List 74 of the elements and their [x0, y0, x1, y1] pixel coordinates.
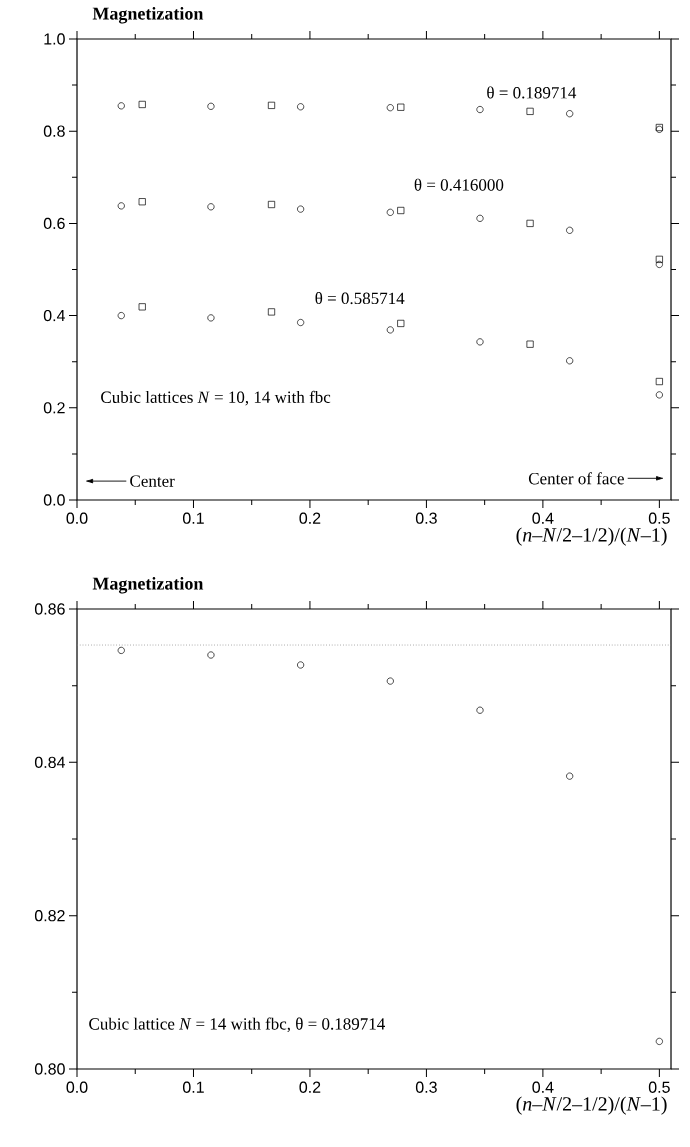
point — [476, 214, 484, 222]
annotation: Center — [130, 475, 175, 487]
annotation: θ = 0.416000 — [414, 178, 504, 191]
point — [566, 110, 574, 118]
point — [117, 202, 125, 210]
point — [207, 203, 215, 211]
y-tick-label: 0.4 — [43, 309, 65, 322]
point — [138, 100, 146, 109]
x-tick-label: 0.2 — [299, 1081, 321, 1093]
point — [655, 255, 663, 263]
point — [138, 198, 146, 206]
point — [526, 219, 534, 227]
point — [476, 706, 484, 714]
point — [397, 103, 405, 111]
x-tick-label: 0.1 — [182, 512, 204, 524]
point — [397, 319, 405, 327]
x-tick-label: 0.5 — [648, 512, 670, 524]
annotation: Cubic lattices N = 10, 14 with fbc — [101, 390, 331, 406]
x-tick-label: 0.0 — [66, 512, 88, 524]
point — [655, 391, 663, 399]
point — [207, 651, 215, 659]
annotation: θ = 0.585714 — [315, 292, 405, 305]
chart-title: Magnetization — [92, 6, 204, 24]
point — [117, 646, 125, 654]
point — [386, 208, 394, 216]
point — [655, 1037, 663, 1045]
y-tick-label: 0.6 — [43, 217, 65, 230]
point — [566, 772, 574, 780]
x-tick-label: 0.0 — [66, 1081, 88, 1093]
point — [655, 260, 663, 268]
point — [566, 357, 574, 365]
x-tick-label: 0.2 — [299, 512, 321, 524]
point — [297, 103, 305, 111]
point — [207, 102, 215, 110]
y-tick-label: 0.86 — [34, 603, 65, 615]
point — [476, 105, 484, 114]
x-tick-label: 0.4 — [532, 512, 554, 524]
y-tick-label: 0.0 — [43, 494, 65, 506]
y-tick-label: 0.84 — [34, 756, 65, 769]
x-tick-label: 0.5 — [648, 1081, 670, 1093]
x-tick-label: 0.4 — [532, 1081, 554, 1093]
x-axis-title: (n–N/2–1/2)/(N–1) — [516, 1096, 667, 1115]
y-tick-label: 0.82 — [34, 910, 65, 922]
y-tick-label: 1.0 — [44, 33, 65, 45]
point — [386, 677, 394, 685]
point — [117, 102, 125, 110]
point — [655, 377, 663, 386]
annotation: θ = 0.189714 — [487, 86, 577, 99]
point — [386, 104, 394, 112]
point — [267, 200, 276, 209]
y-tick-label: 0.80 — [34, 1063, 65, 1075]
x-tick-label: 0.1 — [182, 1081, 204, 1093]
point — [297, 205, 305, 213]
x-axis-title: (n–N/2–1/2)/(N–1) — [516, 527, 667, 546]
point — [117, 312, 125, 320]
point — [297, 661, 305, 669]
y-tick-label: 0.2 — [43, 402, 65, 414]
point — [526, 340, 534, 348]
x-tick-label: 0.3 — [415, 512, 437, 524]
annotation: Center of face — [528, 472, 624, 485]
point — [526, 107, 534, 115]
point — [566, 226, 574, 234]
point — [397, 206, 405, 215]
chart-title: Magnetization — [92, 577, 204, 594]
annotation: Cubic lattice N = 14 with fbc, θ = 0.189714 — [89, 1017, 385, 1033]
point — [297, 318, 305, 327]
y-tick-label: 0.8 — [43, 125, 65, 137]
point — [138, 303, 146, 311]
point — [386, 326, 394, 334]
point — [267, 101, 276, 109]
point — [207, 314, 215, 322]
point — [267, 308, 276, 316]
point — [476, 338, 484, 346]
x-tick-label: 0.3 — [415, 1081, 437, 1093]
